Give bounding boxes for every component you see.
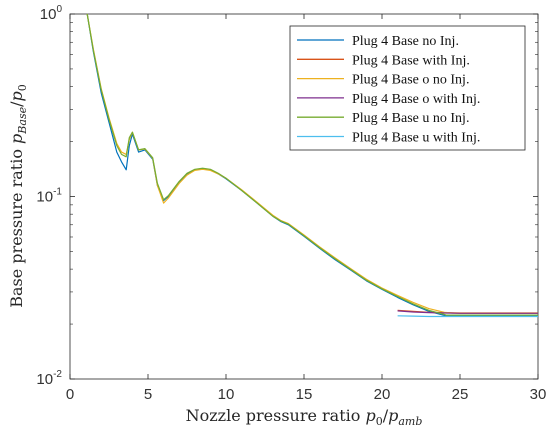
y-axis-label-var2: p <box>7 91 26 101</box>
y-tick-label: 10-1 <box>36 187 62 206</box>
x-axis-label-sub1: 0 <box>376 415 383 428</box>
y-tick-label-base: 10 <box>36 189 53 206</box>
x-tick-label: 30 <box>530 386 547 403</box>
series-line-6 <box>397 315 538 318</box>
legend-label-6: Plug 4 Base u with Inj. <box>352 131 480 146</box>
legend-label-5: Plug 4 Base u no Inj. <box>352 111 469 126</box>
y-tick-label-exponent: -1 <box>53 187 62 198</box>
y-axis-label-sub2: 0 <box>16 84 29 91</box>
series-line-5 <box>86 13 538 316</box>
x-axis-label: Nozzle pressure ratio p0/pamb <box>186 406 423 428</box>
series-layer <box>86 13 539 318</box>
series-line-4 <box>397 310 538 314</box>
x-tick-label: 5 <box>144 386 152 403</box>
y-tick-label-exponent: 0 <box>56 4 62 15</box>
x-axis-label-slash: / <box>383 406 389 425</box>
legend-label-2: Plug 4 Base with Inj. <box>352 53 470 68</box>
legend-label-3: Plug 4 Base o no Inj. <box>352 73 469 88</box>
x-tick-label: 15 <box>296 386 313 403</box>
legend-label-4: Plug 4 Base o with Inj. <box>352 92 480 107</box>
x-axis-label-prefix: Nozzle pressure ratio <box>186 406 366 425</box>
y-axis-label-var1: p <box>7 134 26 144</box>
x-tick-label: 20 <box>374 386 391 403</box>
y-tick-label-base: 10 <box>36 371 53 388</box>
y-axis-label-sub1: Base <box>16 106 29 134</box>
labels-layer: Nozzle pressure ratio p0/pamb Base press… <box>7 84 422 428</box>
y-axis-label-prefix: Base pressure ratio <box>7 144 26 308</box>
x-tick-label: 25 <box>452 386 469 403</box>
y-tick-label: 10-2 <box>36 369 62 388</box>
y-tick-label: 100 <box>40 4 63 23</box>
y-tick-label-base: 10 <box>40 6 57 23</box>
x-tick-label: 0 <box>66 386 74 403</box>
legend-box <box>289 25 526 151</box>
legend: Plug 4 Base no Inj. Plug 4 Base with Inj.… <box>289 25 526 151</box>
x-axis-label-sub2: amb <box>398 415 422 428</box>
x-tick-label: 10 <box>218 386 235 403</box>
legend-label-1: Plug 4 Base no Inj. <box>352 34 459 49</box>
y-axis-label: Base pressure ratio pBase/p0 <box>7 84 29 308</box>
x-axis-label-var1: p <box>365 406 375 425</box>
y-tick-label-exponent: -2 <box>53 369 62 380</box>
x-axis-label-var2: p <box>388 406 398 425</box>
y-axis-label-slash: / <box>7 101 26 107</box>
